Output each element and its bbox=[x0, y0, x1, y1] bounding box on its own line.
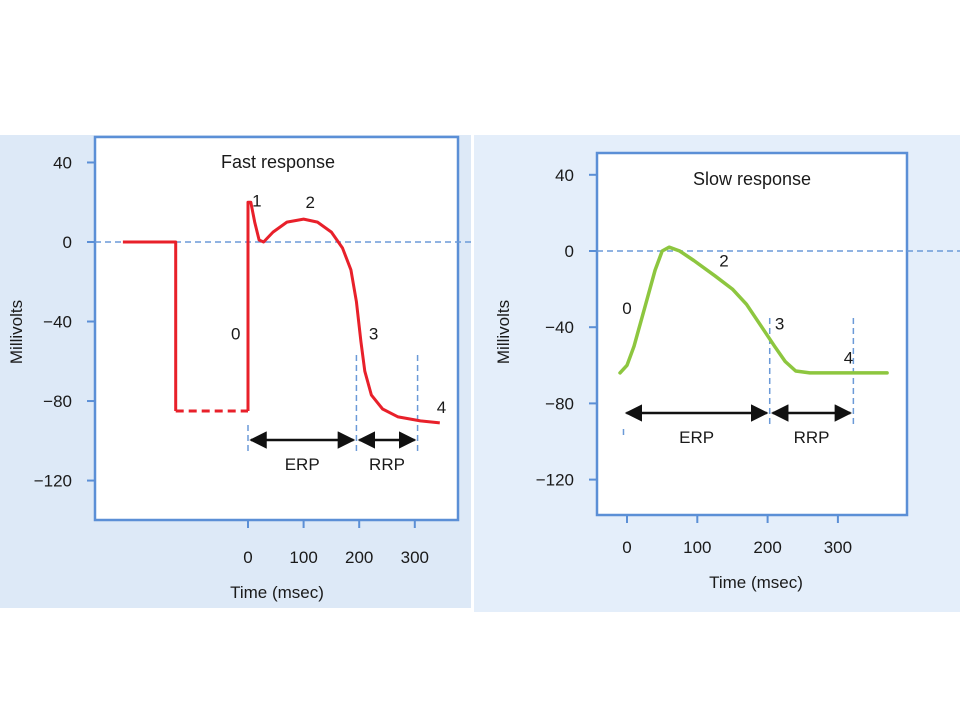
action-potential-curve bbox=[246, 200, 440, 425]
y-tick-label: −80 bbox=[545, 394, 574, 413]
y-tick-label: 40 bbox=[53, 153, 72, 172]
slow-response-panel: 40 0 −40 −80 −120 0 100 200 300 Slow response Time… bbox=[474, 135, 960, 612]
y-axis-label: Millivolts bbox=[7, 300, 26, 364]
x-tick-label: 0 bbox=[622, 538, 631, 557]
plot-frame bbox=[595, 151, 909, 517]
x-tick-label: 0 bbox=[243, 548, 252, 567]
y-tick-label: 0 bbox=[63, 233, 72, 252]
y-tick-label: 0 bbox=[565, 242, 574, 261]
phase-label: 2 bbox=[306, 193, 315, 212]
interval-label: RRP bbox=[794, 428, 830, 447]
x-tick-label: 100 bbox=[289, 548, 317, 567]
y-axis-label: Millivolts bbox=[494, 300, 513, 364]
action-potential-curve bbox=[618, 245, 889, 375]
x-tick-label: 200 bbox=[753, 538, 781, 557]
x-axis-label: Time (msec) bbox=[230, 583, 324, 602]
phase-label: 3 bbox=[775, 314, 784, 333]
chart-title: Fast response bbox=[221, 152, 335, 172]
fast-response-panel: 40 0 −40 −80 −120 0 100 200 300 Fast response Time… bbox=[0, 135, 471, 608]
interval-label: ERP bbox=[679, 428, 714, 447]
interval-label: RRP bbox=[369, 455, 405, 474]
phase-label: 0 bbox=[622, 299, 631, 318]
x-axis-label: Time (msec) bbox=[709, 573, 803, 592]
y-tick-label: −80 bbox=[43, 392, 72, 411]
phase-label: 4 bbox=[844, 349, 853, 368]
y-tick-label: −120 bbox=[536, 471, 574, 490]
x-tick-label: 100 bbox=[683, 538, 711, 557]
phase-label: 0 bbox=[231, 324, 240, 343]
x-tick-label: 300 bbox=[824, 538, 852, 557]
x-tick-label: 200 bbox=[345, 548, 373, 567]
y-tick-label: −120 bbox=[34, 472, 72, 491]
resting-potential-segment bbox=[122, 240, 178, 411]
phase-label: 4 bbox=[437, 398, 446, 417]
y-tick-label: 40 bbox=[555, 166, 574, 185]
plot-frame bbox=[93, 135, 460, 522]
phase-label: 1 bbox=[252, 191, 261, 210]
phase-label: 2 bbox=[719, 252, 728, 271]
chart-title: Slow response bbox=[693, 169, 811, 189]
interval-label: ERP bbox=[285, 455, 320, 474]
y-tick-label: −40 bbox=[545, 318, 574, 337]
phase-label: 3 bbox=[369, 324, 378, 343]
y-tick-label: −40 bbox=[43, 313, 72, 332]
x-tick-label: 300 bbox=[401, 548, 429, 567]
